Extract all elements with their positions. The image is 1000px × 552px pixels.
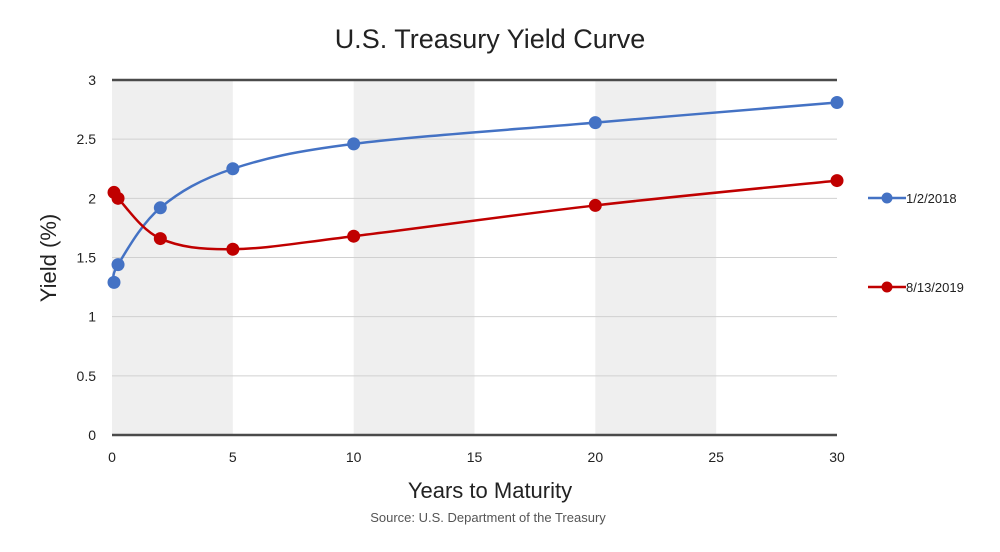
legend-marker-1 — [881, 281, 893, 293]
x-tick-label: 10 — [346, 449, 362, 465]
x-tick-label: 0 — [108, 449, 116, 465]
x-tick-label: 25 — [708, 449, 724, 465]
data-point-1-4 — [347, 229, 361, 243]
legend-label-0: 1/2/2018 — [906, 191, 957, 206]
data-point-0-0 — [107, 275, 121, 289]
data-point-0-3 — [226, 162, 240, 176]
data-point-0-1 — [111, 258, 125, 272]
source-note: Source: U.S. Department of the Treasury — [370, 510, 606, 525]
x-tick-label: 20 — [588, 449, 604, 465]
x-axis-label: Years to Maturity — [408, 478, 572, 503]
data-point-0-2 — [153, 201, 167, 215]
x-tick-label: 30 — [829, 449, 845, 465]
y-tick-label: 0 — [88, 427, 96, 443]
x-tick-labels: 0 5 10 15 20 25 30 — [108, 449, 845, 465]
chart-title: U.S. Treasury Yield Curve — [335, 24, 646, 54]
y-axis-label: Yield (%) — [36, 214, 61, 302]
x-tick-label: 15 — [467, 449, 483, 465]
y-tick-label: 0.5 — [77, 368, 97, 384]
data-point-1-1 — [111, 191, 125, 205]
series-group — [107, 95, 844, 289]
legend-label-1: 8/13/2019 — [906, 280, 964, 295]
legend: 1/2/2018 8/13/2019 — [868, 191, 964, 295]
y-tick-labels: 0 0.5 1 1.5 2 2.5 3 — [77, 72, 97, 443]
data-point-0-4 — [347, 137, 361, 151]
series-line-0 — [112, 101, 838, 283]
y-tick-label: 3 — [88, 72, 96, 88]
data-point-0-6 — [830, 95, 844, 109]
data-point-1-2 — [153, 232, 167, 246]
y-tick-label: 2.5 — [77, 131, 97, 147]
y-tick-label: 2 — [88, 190, 96, 206]
y-tick-label: 1.5 — [77, 250, 97, 266]
data-point-1-3 — [226, 242, 240, 256]
data-point-0-5 — [588, 116, 602, 130]
legend-marker-0 — [881, 192, 893, 204]
gridlines — [112, 78, 837, 437]
x-tick-label: 5 — [229, 449, 237, 465]
data-point-1-5 — [588, 198, 602, 212]
series-line-1 — [112, 179, 838, 251]
data-point-1-6 — [830, 174, 844, 188]
y-tick-label: 1 — [88, 309, 96, 325]
